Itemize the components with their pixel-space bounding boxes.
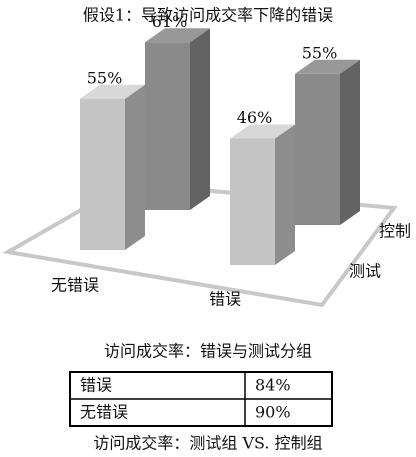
bar bbox=[145, 28, 210, 210]
legend-label: 测试 bbox=[349, 262, 381, 281]
x-tick-label: 无错误 bbox=[51, 276, 99, 295]
data-label: 55% bbox=[302, 43, 338, 62]
bar-top bbox=[80, 84, 145, 99]
table-cell: 错误 bbox=[80, 376, 112, 395]
bar-front bbox=[230, 138, 275, 265]
bar-side bbox=[340, 59, 360, 225]
chart-title: 假设1：导致访问成交率下降的错误 bbox=[83, 6, 333, 25]
bar-top bbox=[230, 124, 295, 139]
table-cell: 无错误 bbox=[80, 403, 128, 422]
bar-side bbox=[275, 124, 295, 265]
legend-label: 控制 bbox=[379, 222, 411, 241]
data-label: 55% bbox=[87, 68, 123, 87]
bar bbox=[80, 84, 145, 250]
table-caption: 访问成交率：错误与测试分组 bbox=[104, 342, 312, 361]
table-footer: 访问成交率：测试组 VS. 控制组 bbox=[93, 434, 322, 453]
bar-front bbox=[80, 98, 125, 250]
data-label: 61% bbox=[152, 12, 188, 31]
bar bbox=[295, 59, 360, 225]
table-cell: 90% bbox=[255, 403, 291, 422]
bar-side bbox=[125, 84, 145, 250]
bar-front bbox=[295, 73, 340, 225]
bar-top bbox=[145, 28, 210, 43]
data-label: 46% bbox=[237, 108, 273, 127]
bar-side bbox=[190, 28, 210, 210]
bar-top bbox=[295, 59, 360, 74]
bar-front bbox=[145, 42, 190, 210]
table-cell: 84% bbox=[255, 376, 291, 395]
bar bbox=[230, 124, 295, 265]
x-tick-label: 错误 bbox=[209, 290, 241, 309]
